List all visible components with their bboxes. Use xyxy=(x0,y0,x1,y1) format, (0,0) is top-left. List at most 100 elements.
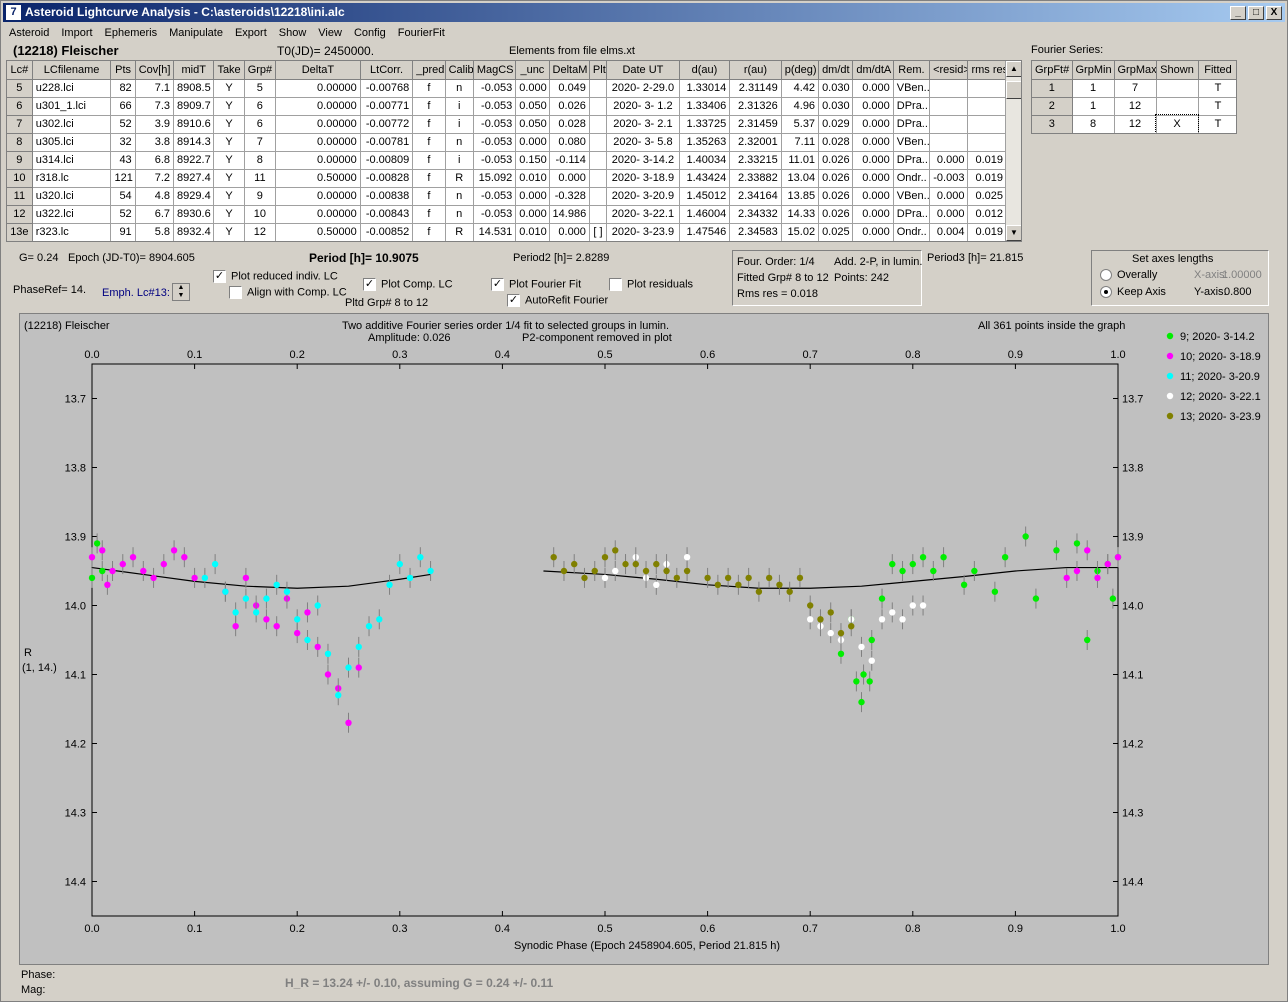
table-cell[interactable]: -0.00852 xyxy=(360,223,414,241)
table-cell[interactable]: u320.lci xyxy=(32,187,112,206)
table-cell[interactable]: i xyxy=(445,97,474,116)
table-cell[interactable]: 14.33 xyxy=(781,205,820,224)
table-cell[interactable]: 2.32001 xyxy=(729,133,782,152)
table-cell[interactable]: 8 xyxy=(244,151,277,170)
table-row[interactable]: 12 u322.lci 52 6.7 8930.6 Y 10 0.00000 -0.00843 f… xyxy=(7,205,1007,224)
radio-selected-icon[interactable] xyxy=(1100,286,1112,299)
data-point[interactable] xyxy=(622,560,629,568)
table-cell[interactable]: 2.34164 xyxy=(729,187,782,206)
data-point[interactable] xyxy=(930,567,937,575)
table-cell[interactable]: 0.50000 xyxy=(275,223,361,241)
table-cell[interactable]: 0.00000 xyxy=(275,205,361,224)
table-cell[interactable]: -0.053 xyxy=(473,97,517,116)
table-cell[interactable]: 0.000 xyxy=(549,169,590,188)
data-point[interactable] xyxy=(899,616,906,623)
table-cell[interactable]: 1.46004 xyxy=(679,205,731,224)
fourier-col-header[interactable]: GrpMin xyxy=(1072,61,1115,80)
data-point[interactable] xyxy=(858,643,865,651)
plot-residuals-checkbox[interactable]: Plot residuals xyxy=(609,278,693,291)
data-point[interactable] xyxy=(273,623,280,630)
data-point[interactable] xyxy=(88,574,96,582)
data-point[interactable] xyxy=(853,678,860,685)
period3-value[interactable]: Period3 [h]= 21.815 xyxy=(927,252,1024,264)
table-cell[interactable]: u301_1.lci xyxy=(32,97,112,116)
table-cell[interactable]: 6 xyxy=(244,115,277,134)
table-cell[interactable]: 0.000 xyxy=(515,205,550,224)
data-point[interactable] xyxy=(866,678,873,685)
table-cell[interactable]: u322.lci xyxy=(32,205,112,224)
data-point[interactable] xyxy=(263,595,270,602)
table-cell[interactable]: 0.00000 xyxy=(275,151,361,170)
table-cell[interactable]: 1.33725 xyxy=(679,115,731,134)
table-row[interactable]: 13e r323.lc 91 5.8 8932.4 Y 12 0.50000 -0.00852 f… xyxy=(7,223,1007,241)
data-point[interactable] xyxy=(170,547,178,554)
table-cell[interactable]: Y xyxy=(213,115,245,134)
table-cell[interactable]: R xyxy=(445,169,474,188)
data-point[interactable] xyxy=(406,574,414,582)
table-cell[interactable]: 1.43424 xyxy=(679,169,731,188)
table-cell[interactable]: 5.37 xyxy=(781,115,820,134)
data-point[interactable] xyxy=(1114,554,1122,561)
table-cell[interactable]: 0.026 xyxy=(549,97,590,116)
table-row[interactable]: 2 1 12 T xyxy=(1032,97,1236,116)
menu-ephemeris[interactable]: Ephemeris xyxy=(104,27,158,39)
table-cell[interactable]: 8922.7 xyxy=(173,151,215,170)
radio-icon[interactable] xyxy=(1100,269,1112,282)
table-cell[interactable]: 82 xyxy=(110,79,136,98)
table-cell[interactable]: n xyxy=(445,205,474,224)
data-point[interactable] xyxy=(632,560,639,568)
data-point[interactable] xyxy=(724,574,732,582)
emph-lc-spinner[interactable]: ▲ ▼ xyxy=(172,283,190,301)
table-cell[interactable]: 9 xyxy=(244,187,277,206)
checkbox-box[interactable] xyxy=(229,286,242,299)
data-point[interactable] xyxy=(304,636,311,644)
data-point[interactable] xyxy=(129,554,137,561)
table-cell[interactable]: 7.3 xyxy=(135,97,175,116)
table-cell[interactable]: 0.026 xyxy=(818,151,854,170)
fourier-table[interactable]: GrpFt# GrpMin GrpMax Shown Fitted 1 1 7 T 2 1 12 T 3… xyxy=(1031,60,1237,134)
data-point[interactable] xyxy=(919,554,927,561)
table-cell[interactable]: 8927.4 xyxy=(173,169,215,188)
data-point[interactable] xyxy=(365,623,373,630)
lc-col-header[interactable]: Cov[h] xyxy=(135,61,175,80)
table-cell[interactable]: 0.049 xyxy=(549,79,590,98)
table-cell[interactable]: -0.00838 xyxy=(360,187,414,206)
data-point[interactable] xyxy=(417,554,424,561)
table-cell[interactable]: Ondr.. xyxy=(893,223,931,241)
lc-col-header[interactable]: Plt xyxy=(589,61,608,80)
check-icon[interactable]: ✓ xyxy=(363,278,376,291)
data-point[interactable] xyxy=(755,588,763,595)
data-point[interactable] xyxy=(1053,547,1060,554)
plot-area[interactable] xyxy=(91,363,1119,917)
table-cell[interactable]: 0.019 xyxy=(967,151,1007,170)
data-point[interactable] xyxy=(93,540,101,547)
row-number[interactable]: 8 xyxy=(7,133,33,152)
table-cell[interactable]: 15.092 xyxy=(473,169,517,188)
data-point[interactable] xyxy=(868,636,875,644)
data-point[interactable] xyxy=(304,609,311,616)
data-point[interactable] xyxy=(735,581,742,588)
table-cell[interactable]: f xyxy=(412,187,446,206)
table-cell[interactable]: 0.029 xyxy=(818,115,854,134)
table-cell[interactable]: 7.11 xyxy=(781,133,820,152)
table-cell[interactable] xyxy=(589,151,608,170)
table-cell[interactable]: 11.01 xyxy=(781,151,820,170)
close-button[interactable]: X xyxy=(1266,6,1282,20)
table-cell[interactable]: u305.lci xyxy=(32,133,112,152)
table-cell[interactable]: 6.8 xyxy=(135,151,175,170)
table-cell[interactable]: 0.050 xyxy=(515,115,550,134)
table-cell[interactable] xyxy=(967,133,1007,152)
table-cell[interactable]: 0.026 xyxy=(818,205,854,224)
lightcurve-table[interactable]: Lc# LCfilename Pts Cov[h] midT Take Grp# DeltaT… xyxy=(6,60,1022,242)
table-cell[interactable]: 0.012 xyxy=(967,205,1007,224)
fourier-col-header[interactable]: Shown xyxy=(1156,61,1199,80)
table-cell[interactable] xyxy=(589,187,608,206)
data-point[interactable] xyxy=(1032,595,1040,602)
lc-col-header[interactable]: d(au) xyxy=(679,61,731,80)
table-cell[interactable]: 8908.5 xyxy=(173,79,215,98)
table-cell[interactable]: 12 xyxy=(244,223,277,241)
data-point[interactable] xyxy=(1022,533,1029,540)
table-cell[interactable]: 3.9 xyxy=(135,115,175,134)
table-cell[interactable]: 66 xyxy=(110,97,136,116)
data-point[interactable] xyxy=(745,574,752,582)
